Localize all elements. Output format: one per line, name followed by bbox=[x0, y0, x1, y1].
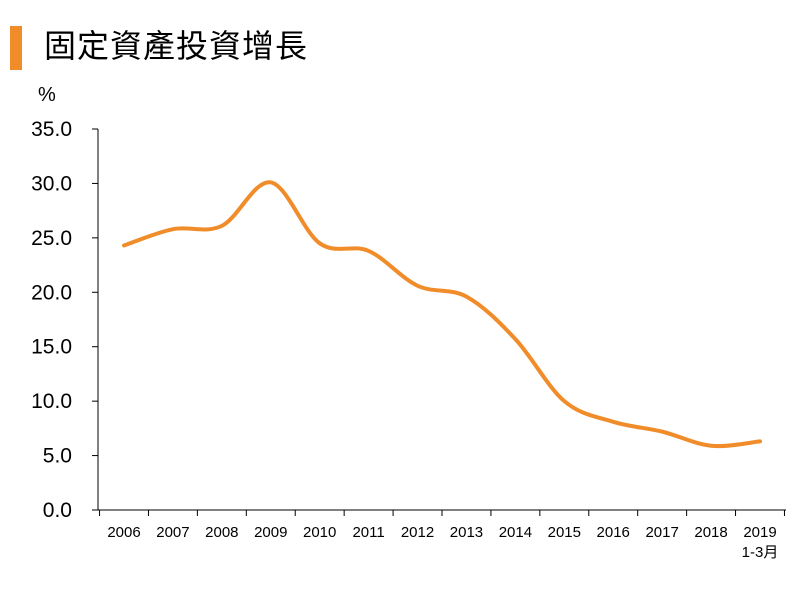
data-point bbox=[221, 225, 222, 226]
data-point bbox=[662, 431, 663, 432]
x-tick-label: 2013 bbox=[450, 524, 483, 541]
y-tick-label: 25.0 bbox=[31, 227, 72, 250]
y-tick-label: 30.0 bbox=[31, 172, 72, 195]
y-axis-unit-label: % bbox=[38, 84, 56, 106]
data-point bbox=[319, 243, 320, 244]
axes bbox=[97, 129, 786, 511]
data-point bbox=[172, 229, 173, 230]
x-tick-label: 2019 bbox=[743, 524, 776, 541]
y-axis-ticks: 0.0 5.0 10.0 15.0 20.0 25.0 30.0 35.0 bbox=[31, 118, 98, 522]
y-tick-label: 10.0 bbox=[31, 390, 72, 413]
data-point bbox=[270, 182, 271, 183]
data-point bbox=[466, 296, 467, 297]
data-point bbox=[124, 245, 125, 246]
x-tick-label: 2008 bbox=[205, 524, 238, 541]
data-point bbox=[417, 285, 418, 286]
x-tick-label: 2011 bbox=[352, 524, 384, 541]
series-line bbox=[122, 180, 762, 449]
data-point bbox=[760, 441, 761, 442]
x-tick-label: 2009 bbox=[254, 524, 287, 541]
x-tick-sublabel: 1-3月 bbox=[742, 544, 779, 561]
x-tick-label: 2010 bbox=[303, 524, 336, 541]
data-point bbox=[711, 445, 712, 446]
x-axis-ticks: 2006 2007 2008 2009 2010 2011 2012 2013 2014 2015… bbox=[99, 510, 785, 561]
data-point bbox=[515, 339, 516, 340]
x-tick-label: 2018 bbox=[694, 524, 727, 541]
x-tick-label: 2015 bbox=[548, 524, 581, 541]
x-tick-label: 2006 bbox=[107, 524, 140, 541]
y-tick-label: 0.0 bbox=[43, 499, 72, 522]
x-tick-label: 2007 bbox=[156, 524, 189, 541]
y-tick-label: 20.0 bbox=[31, 281, 72, 304]
title-accent-bar bbox=[10, 26, 22, 70]
x-tick-label: 2017 bbox=[645, 524, 678, 541]
y-tick-label: 5.0 bbox=[43, 445, 72, 468]
chart-title: 固定資產投資增長 bbox=[44, 27, 309, 65]
y-tick-label: 15.0 bbox=[31, 336, 72, 359]
x-tick-label: 2016 bbox=[597, 524, 630, 541]
x-tick-label: 2012 bbox=[401, 524, 434, 541]
y-tick-label: 35.0 bbox=[31, 118, 72, 141]
data-point bbox=[613, 421, 614, 422]
data-point bbox=[564, 401, 565, 402]
data-point bbox=[368, 250, 369, 251]
x-tick-label: 2014 bbox=[499, 524, 532, 541]
series-group bbox=[122, 180, 762, 449]
